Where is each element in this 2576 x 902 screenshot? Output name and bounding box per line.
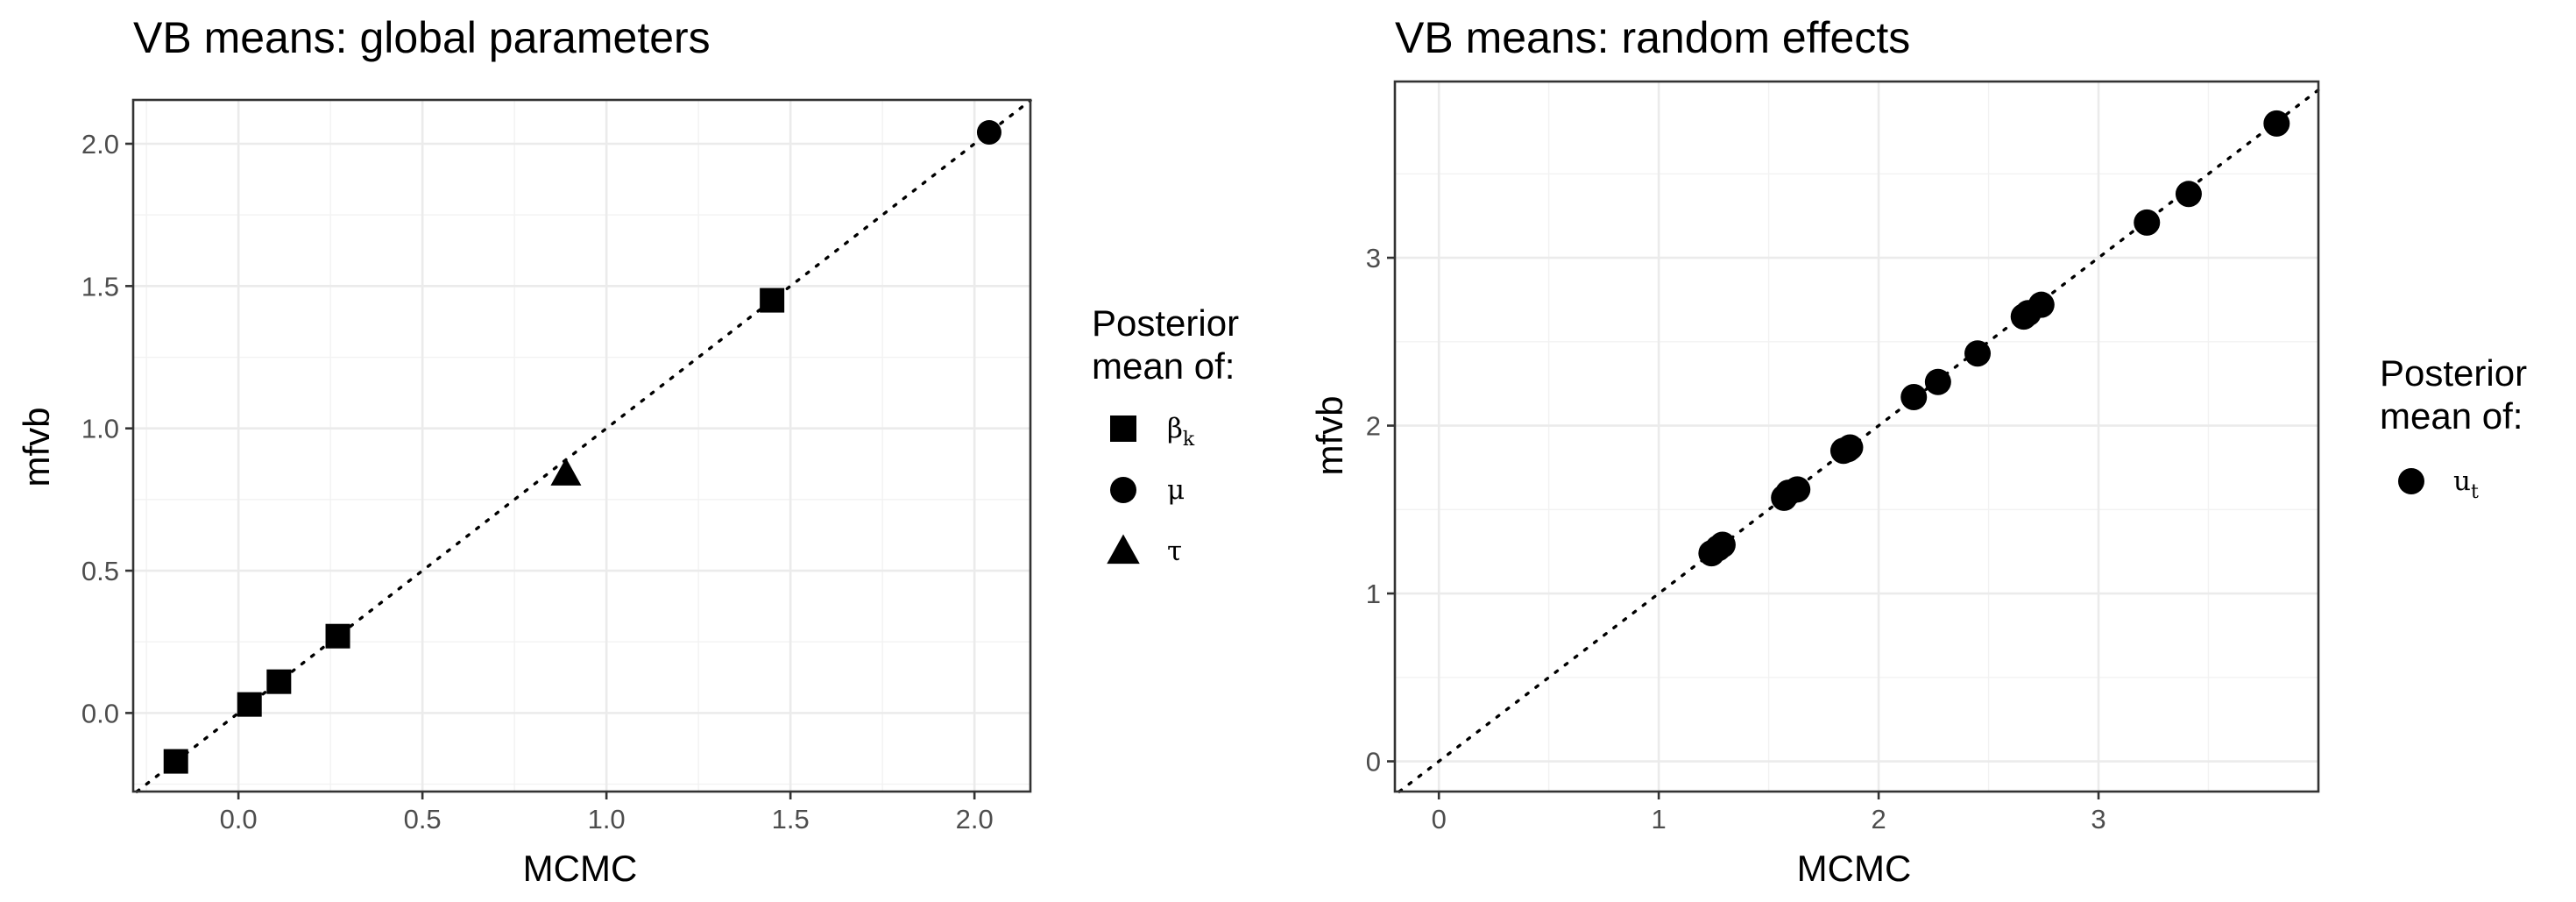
legend-title-line-1: Posterior	[2380, 352, 2527, 394]
panel-border	[1393, 80, 2320, 793]
circle-point	[1924, 368, 1951, 395]
y-tick-label: 0.5	[81, 556, 119, 586]
legend-triangle-key	[1107, 534, 1140, 565]
y-axis-title: mfvb	[1309, 395, 1350, 475]
legend-square-key	[1110, 415, 1136, 442]
circle-point	[1900, 384, 1928, 410]
legend-entry-subscript: t	[2471, 481, 2479, 503]
gridlines	[1395, 82, 2318, 792]
panel-border	[131, 98, 1032, 793]
data-points	[1698, 110, 2290, 567]
square-point	[163, 749, 188, 774]
chart-title: VB means: random effects	[1395, 13, 1910, 62]
legend-circle-key	[1110, 477, 1136, 503]
data-points	[163, 120, 1001, 774]
circle-point	[1964, 340, 1992, 367]
x-tick-label: 0.5	[404, 804, 442, 835]
identity-reference-line	[135, 98, 1032, 793]
circle-point	[1784, 476, 1811, 503]
legend-title-line-2: mean of:	[1092, 345, 1235, 387]
axis-ticks: 0.0 0.5 1.0 1.5 2.0 0.0 0.5 1.0 1.5 2.0	[81, 129, 994, 835]
square-point	[760, 288, 785, 313]
y-tick-label: 1.0	[81, 414, 119, 444]
square-point	[325, 623, 350, 649]
circle-point	[2175, 181, 2202, 208]
x-tick-label: 2.0	[956, 804, 994, 835]
y-tick-label: 2	[1366, 411, 1381, 442]
random-effects-chart: VB means: random effects 0 1 2 3 0 1 2 3 MCMC m…	[1309, 13, 2527, 889]
legend-title-line-1: Posterior	[1092, 302, 1239, 344]
legend-entry-label: μ	[1167, 474, 1185, 506]
x-tick-label: 0	[1432, 804, 1447, 835]
y-tick-label: 2.0	[81, 129, 119, 160]
triangle-point	[550, 458, 582, 486]
legend-entry-subscript: k	[1183, 429, 1195, 451]
x-axis-title: MCMC	[523, 848, 638, 889]
circle-point	[1709, 531, 1736, 558]
circle-point	[2028, 291, 2055, 318]
square-point	[266, 669, 292, 694]
x-tick-label: 3	[2091, 804, 2105, 835]
circle-point	[976, 120, 1001, 146]
x-tick-label: 1.0	[588, 804, 626, 835]
x-tick-label: 1	[1652, 804, 1667, 835]
x-axis-title: MCMC	[1797, 848, 1912, 889]
y-tick-label: 0	[1366, 747, 1381, 778]
y-tick-label: 1.5	[81, 271, 119, 302]
legend-circle-key	[2398, 468, 2424, 494]
legend-entry-label: βk	[1167, 413, 1195, 451]
y-tick-label: 1	[1366, 579, 1381, 609]
legend-title-line-2: mean of:	[2380, 395, 2523, 437]
legend-entry-label: τ	[1167, 536, 1182, 567]
y-tick-label: 0.0	[81, 698, 119, 728]
y-tick-label: 3	[1366, 243, 1381, 273]
chart-title: VB means: global parameters	[133, 13, 711, 62]
y-axis-title: mfvb	[16, 407, 57, 487]
axis-ticks: 0 1 2 3 0 1 2 3	[1366, 243, 2106, 835]
circle-point	[2263, 110, 2290, 137]
square-point	[237, 692, 262, 717]
circle-point	[1836, 434, 1864, 461]
legend-entries: βk μτ	[1107, 413, 1195, 567]
gridlines	[133, 100, 1030, 792]
global-parameters-chart: VB means: global parameters 0.0 0.5 1.0 1.5…	[16, 13, 1239, 889]
legend: Posterior mean of: βk μτ	[1092, 302, 1239, 567]
circle-point	[2134, 209, 2161, 236]
x-tick-label: 0.0	[220, 804, 258, 835]
x-tick-label: 1.5	[772, 804, 810, 835]
x-tick-label: 2	[1871, 804, 1886, 835]
